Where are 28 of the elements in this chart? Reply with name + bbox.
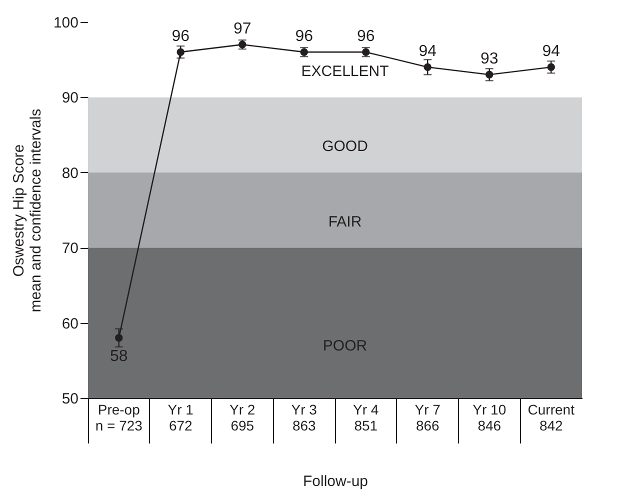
data-label: 94 (542, 43, 560, 60)
data-label: 96 (356, 28, 375, 46)
data-label: 94 (418, 43, 437, 60)
band-label: GOOD (322, 138, 368, 156)
x-axis-title: Follow-up (302, 473, 368, 490)
x-tick-label: Pre-op n = 723 (95, 402, 143, 434)
data-label: 58 (110, 348, 128, 365)
data-label: 97 (233, 20, 252, 38)
band-label: FAIR (328, 213, 362, 230)
y-tick-label: 90 (62, 90, 78, 107)
x-tick-label: Yr 2 695 (230, 402, 256, 434)
y-axis-title: Oswestry Hip Score mean and confidence intervals (10, 108, 44, 312)
x-tick-label: Current 842 (528, 402, 575, 434)
y-tick-label: 100 (53, 14, 78, 32)
y-tick-label: 50 (62, 390, 78, 408)
x-tick-label: Yr 10 846 (472, 402, 506, 434)
x-tick-label: Yr 4 851 (353, 402, 379, 434)
band-label: POOR (322, 337, 368, 354)
data-label: 96 (295, 28, 314, 46)
band-label: EXCELLENT (301, 62, 389, 80)
data-label: 93 (480, 50, 498, 68)
y-tick-label: 60 (62, 315, 78, 332)
data-label: 96 (172, 28, 190, 46)
x-tick-label: Yr 7 866 (414, 402, 441, 434)
x-tick-label: Yr 1 672 (168, 402, 194, 434)
x-tick-label: Yr 3 863 (291, 402, 318, 434)
y-tick-label: 80 (62, 164, 78, 182)
y-tick-label: 70 (62, 240, 78, 258)
